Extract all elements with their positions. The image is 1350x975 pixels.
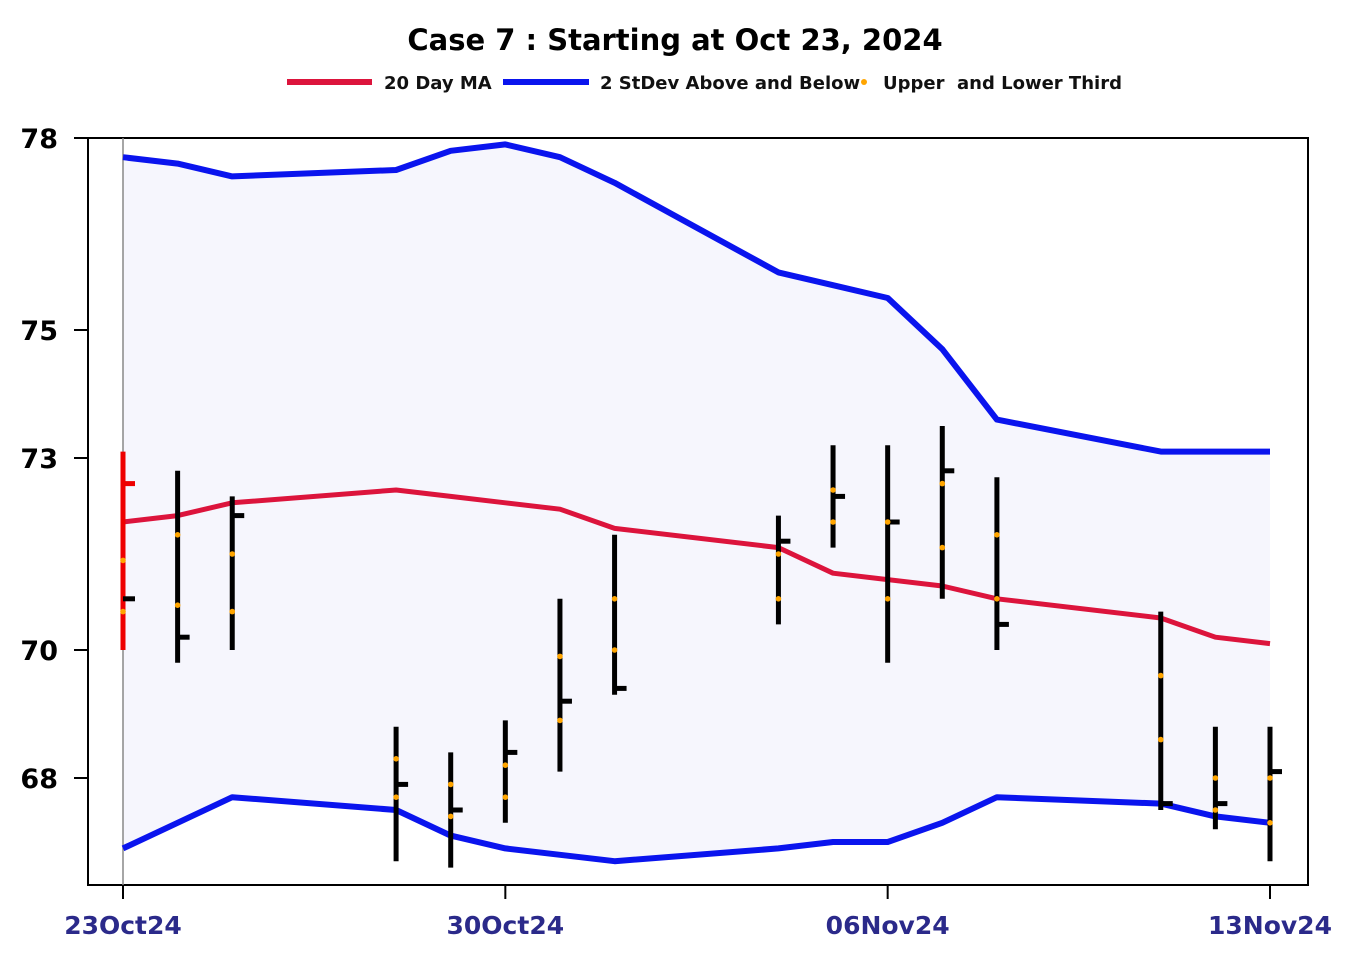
price-bar (120, 451, 135, 650)
price-bars (120, 426, 1282, 868)
third-dot (393, 794, 399, 800)
third-dot (447, 781, 454, 788)
legend-item-band: 2 StDev Above and Below (503, 73, 860, 94)
third-dot (1267, 820, 1273, 826)
plot-frame (87, 137, 1309, 886)
price-bar (775, 515, 791, 625)
x-tick-label: 23Oct24 (64, 911, 182, 940)
price-bar (557, 598, 572, 772)
third-dot (1157, 736, 1164, 743)
legend-label: Upper and Lower Third (883, 73, 1122, 94)
y-tick-label: 78 (20, 124, 58, 155)
third-dot (884, 596, 891, 602)
price-bar (174, 470, 190, 663)
price-bar (611, 534, 627, 695)
x-tick-label: 30Oct24 (447, 911, 565, 940)
third-dot (447, 813, 454, 820)
third-dot (502, 762, 509, 768)
x-tick-label: 13Nov24 (1208, 911, 1332, 940)
third-dot (174, 532, 181, 538)
chart-legend: 20 Day MA 2 StDev Above and Below Upper an… (287, 73, 1122, 94)
third-dot (393, 756, 399, 762)
price-bar (1212, 726, 1228, 830)
price-bar (1157, 611, 1173, 810)
third-dot (557, 717, 563, 724)
legend-label: 2 StDev Above and Below (600, 73, 860, 94)
band-fill (123, 144, 1270, 862)
third-dot (1212, 807, 1219, 813)
upper-band-line (122, 141, 1270, 455)
price-bar (830, 445, 846, 548)
y-tick-label: 73 (20, 444, 58, 475)
legend-label: 20 Day MA (384, 73, 492, 94)
x-tick-label: 06Nov24 (826, 911, 950, 940)
price-bar (229, 496, 245, 650)
third-dot (557, 653, 563, 660)
price-bar (447, 752, 463, 868)
price-bar (1267, 726, 1282, 862)
y-axis: 68 70 73 75 78 (20, 124, 88, 795)
legend-swatch (861, 79, 867, 85)
price-bar (393, 726, 409, 862)
third-dot (1267, 775, 1273, 781)
third-dot (775, 551, 782, 557)
third-dot (174, 602, 181, 608)
legend-item-third: Upper and Lower Third (861, 73, 1122, 94)
third-dot (830, 487, 836, 493)
third-dot (611, 647, 618, 653)
third-dot (229, 551, 236, 557)
third-dot (120, 608, 126, 615)
y-tick-label: 70 (20, 636, 58, 667)
y-tick-label: 75 (20, 316, 58, 347)
price-bar (502, 720, 518, 823)
price-bar (994, 477, 1009, 650)
third-dot (611, 596, 618, 602)
third-dot (994, 532, 1000, 538)
plot-area (87, 137, 1309, 886)
third-dot (502, 794, 509, 800)
third-dot (939, 544, 946, 551)
legend-item-ma: 20 Day MA (287, 73, 492, 94)
y-tick-label: 68 (20, 764, 58, 795)
third-dot (884, 519, 891, 525)
third-dot (939, 480, 946, 487)
x-axis: 23Oct24 30Oct24 06Nov24 13Nov24 (64, 885, 1332, 940)
lower-band-line (121, 794, 1271, 865)
price-bar (884, 445, 900, 663)
third-dot (994, 596, 1000, 602)
price-bar (939, 426, 955, 599)
third-dot (1212, 775, 1219, 781)
third-dot (229, 608, 236, 615)
third-dot (830, 519, 836, 525)
third-dot (1157, 672, 1164, 679)
ma-line (122, 487, 1271, 647)
chart-title: Case 7 : Starting at Oct 23, 2024 (407, 23, 942, 57)
third-dot (775, 596, 782, 602)
third-dot (120, 557, 126, 564)
